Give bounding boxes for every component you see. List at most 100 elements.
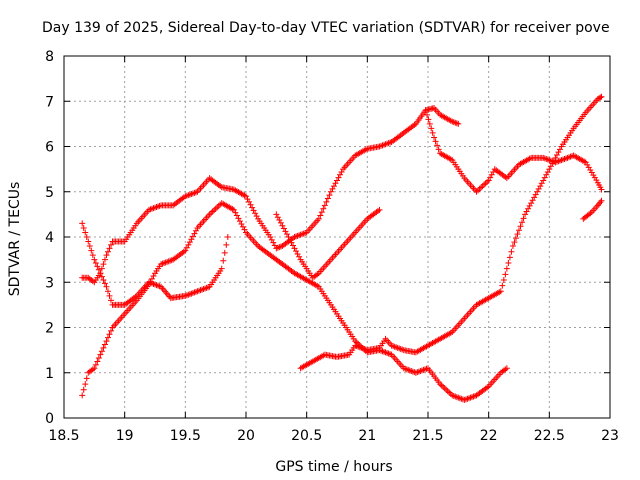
data-point xyxy=(540,177,547,184)
y-tick-label: 0 xyxy=(45,411,54,427)
data-point xyxy=(280,225,287,232)
data-point xyxy=(320,205,327,212)
x-tick-label: 18.5 xyxy=(48,428,79,444)
data-point xyxy=(209,208,216,215)
data-point xyxy=(455,120,462,127)
data-point xyxy=(432,138,439,145)
data-point xyxy=(555,149,562,156)
y-tick-label: 6 xyxy=(45,140,54,156)
data-point xyxy=(100,261,107,268)
data-point xyxy=(423,111,430,118)
data-point xyxy=(94,263,101,270)
data-point xyxy=(186,239,193,246)
data-point xyxy=(598,197,605,204)
data-point xyxy=(511,239,518,246)
data-point xyxy=(101,280,108,287)
series-arc-3 xyxy=(79,105,462,286)
data-point xyxy=(98,273,105,280)
x-tick-label: 19.5 xyxy=(170,428,201,444)
data-point xyxy=(446,389,453,396)
data-point xyxy=(522,211,529,218)
series-arc-4 xyxy=(273,206,383,281)
data-point xyxy=(509,243,516,250)
data-point xyxy=(104,288,111,295)
data-point xyxy=(338,168,345,175)
data-point xyxy=(519,219,526,226)
data-point xyxy=(250,207,257,214)
data-point xyxy=(587,210,594,217)
data-point xyxy=(531,194,538,201)
data-point xyxy=(249,204,256,211)
data-point xyxy=(484,178,491,185)
data-point xyxy=(270,239,277,246)
data-point xyxy=(83,234,90,240)
data-point xyxy=(332,180,339,187)
data-point xyxy=(185,241,192,248)
data-point xyxy=(529,197,536,204)
series-arc-7 xyxy=(580,197,605,222)
data-point xyxy=(282,228,289,235)
data-point xyxy=(148,275,155,282)
x-tick-label: 23 xyxy=(601,428,619,444)
data-point xyxy=(211,207,218,214)
y-axis-label: SDTVAR / TECUs xyxy=(7,182,23,297)
y-tick-label: 4 xyxy=(45,230,54,246)
data-point xyxy=(330,183,337,190)
data-point xyxy=(91,365,98,372)
x-tick-label: 21 xyxy=(358,428,376,444)
data-point xyxy=(503,365,510,372)
data-point xyxy=(80,386,87,393)
data-point xyxy=(85,238,92,245)
series-arc-6 xyxy=(422,107,605,195)
data-point xyxy=(220,257,227,264)
data-point xyxy=(191,230,198,237)
data-point xyxy=(334,177,340,184)
data-point xyxy=(429,129,436,136)
data-point xyxy=(279,222,286,229)
data-point xyxy=(523,208,530,215)
data-point xyxy=(100,344,107,351)
data-point xyxy=(247,201,254,208)
data-point xyxy=(238,220,245,227)
data-point xyxy=(499,282,506,289)
data-point xyxy=(104,334,111,341)
data-point xyxy=(101,256,108,263)
data-point xyxy=(290,242,297,249)
data-point xyxy=(541,174,548,181)
y-tick-label: 7 xyxy=(45,94,54,110)
data-point xyxy=(98,265,105,272)
data-point xyxy=(520,215,527,222)
data-point xyxy=(97,270,104,277)
data-point xyxy=(224,234,231,240)
data-point xyxy=(212,205,219,212)
data-point xyxy=(324,195,331,202)
x-tick-label: 21.5 xyxy=(412,428,443,444)
data-point xyxy=(505,260,512,267)
data-point xyxy=(244,196,251,203)
data-point xyxy=(100,276,107,283)
data-point xyxy=(214,204,221,211)
data-point xyxy=(95,355,102,362)
data-point xyxy=(553,151,560,158)
data-point xyxy=(83,375,90,382)
data-point xyxy=(80,224,87,231)
data-point xyxy=(88,247,95,254)
data-point xyxy=(221,249,228,256)
data-point xyxy=(335,174,342,181)
data-point xyxy=(89,252,96,259)
data-point xyxy=(103,283,110,290)
data-point xyxy=(103,252,110,259)
data-point xyxy=(321,202,328,209)
data-point xyxy=(106,292,113,299)
y-tick-label: 2 xyxy=(45,321,54,337)
data-point xyxy=(598,93,605,100)
data-point xyxy=(97,351,104,358)
data-point xyxy=(476,185,483,192)
data-point xyxy=(189,233,196,240)
data-point xyxy=(444,388,451,395)
data-point xyxy=(597,94,604,101)
data-point xyxy=(508,248,515,255)
data-point xyxy=(534,188,541,195)
